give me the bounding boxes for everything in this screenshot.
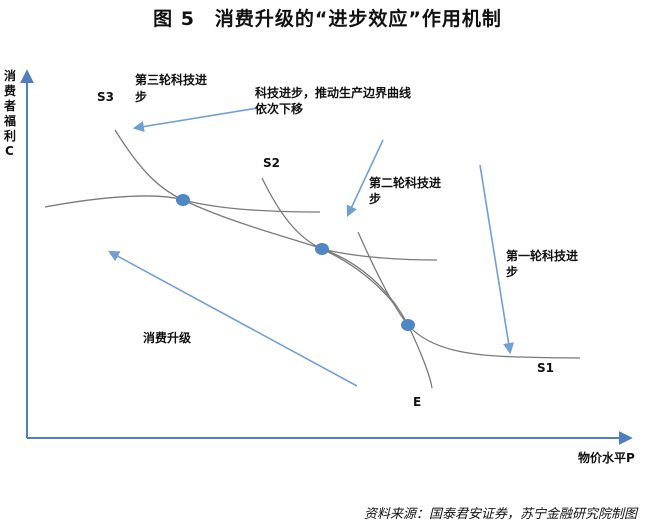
curve-label-e: E xyxy=(413,395,421,409)
y-axis-label-char-0: 消 xyxy=(4,68,16,83)
curve-label-s3: S3 xyxy=(97,90,114,104)
curve-s3-steep xyxy=(114,129,433,389)
annotation-third-round-line1: 第三轮科技进 xyxy=(135,72,207,87)
curve-s2 xyxy=(261,177,438,261)
annotation-consumption-upgrade: 消费升级 xyxy=(143,330,191,345)
x-axis-label: 物价水平P xyxy=(578,450,635,465)
y-axis-label-char-3: 福 xyxy=(3,113,16,128)
y-axis-label-char-4: 利 xyxy=(4,128,16,143)
annotation-first-round-line1: 第一轮科技进 xyxy=(506,248,578,263)
curve-label-s2: S2 xyxy=(263,156,280,170)
annotation-second-round-line1: 第二轮科技进 xyxy=(369,175,441,190)
arrow-second-round xyxy=(346,139,384,218)
curve-label-s1: S1 xyxy=(537,361,554,375)
y-axis-label: 消 费 者 福 利 C xyxy=(3,68,16,158)
equilibrium-point-2 xyxy=(315,243,329,255)
curve-s2-steep xyxy=(321,248,396,306)
annotation-second-round-line2: 步 xyxy=(369,191,381,206)
annotation-tech-progress-line2: 依次下移 xyxy=(255,101,303,116)
y-axis-label-char-1: 费 xyxy=(4,83,16,98)
y-axis-label-char-2: 者 xyxy=(3,98,16,113)
annotation-tech-progress-line1: 科技进步，推动生产边界曲线 xyxy=(255,85,411,100)
annotation-third-round-line2: 步 xyxy=(135,89,147,104)
source-note: 资料来源：国泰君安证券，苏宁金融研究院制图 xyxy=(363,507,637,522)
equilibrium-point-1 xyxy=(176,194,190,206)
arrow-first-round xyxy=(479,164,515,355)
arrow-tech-progress xyxy=(132,107,259,133)
equilibrium-point-3 xyxy=(401,319,415,331)
curve-s1 xyxy=(357,231,581,359)
y-axis-label-char-5: C xyxy=(5,144,14,158)
figure-title: 图 5 消费升级的“进步效应”作用机制 xyxy=(153,8,502,30)
annotation-first-round-line2: 步 xyxy=(506,264,518,279)
arrow-consumption-upgrade xyxy=(108,250,358,387)
